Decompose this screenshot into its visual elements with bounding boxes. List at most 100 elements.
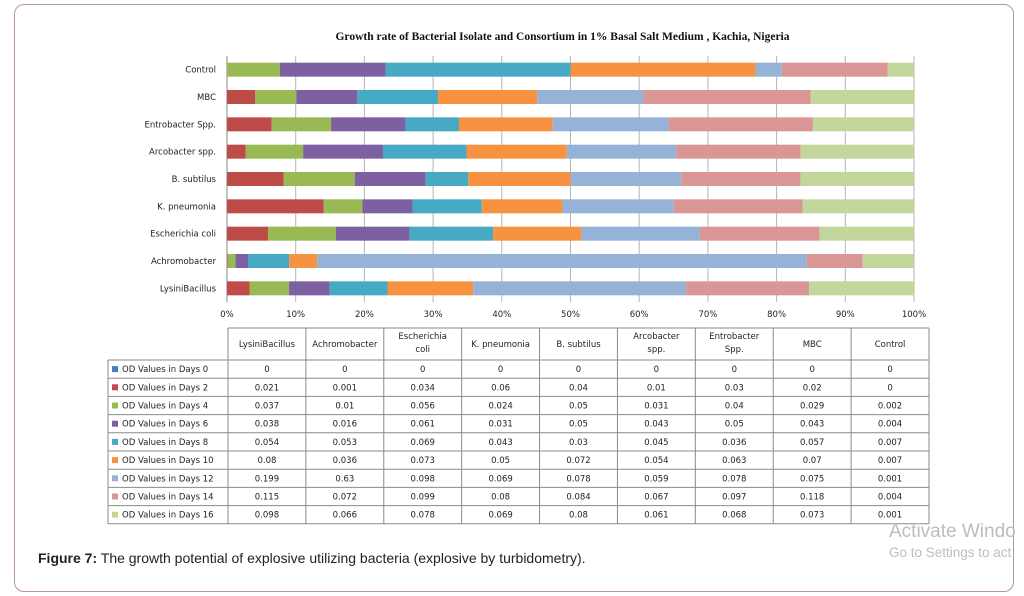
table-cell: 0.016 <box>333 420 357 430</box>
bar-segment <box>466 144 567 159</box>
category-label: Escherichia coli <box>150 230 216 240</box>
bar-segment <box>227 90 256 104</box>
legend-swatch <box>112 493 118 500</box>
bar-segment <box>566 144 677 159</box>
category-label: B. subtilus <box>172 175 217 185</box>
category-label: Achromobacter <box>151 257 217 267</box>
table-cell: 0.078 <box>722 474 746 484</box>
bar-segment <box>458 117 553 132</box>
bar-segment <box>289 281 330 296</box>
category-label: K. pneumonia <box>157 202 216 212</box>
table-cell: 0.073 <box>800 511 824 521</box>
activation-watermark: Activate Windo Go to Settings to act <box>889 520 1016 562</box>
table-cell: 0.036 <box>722 438 746 448</box>
category-label: LysiniBacillus <box>160 284 217 294</box>
bar-segment <box>271 117 332 132</box>
bar-segment <box>806 254 863 268</box>
table-cell: 0.05 <box>491 456 510 466</box>
table-cell: 0.075 <box>800 474 824 484</box>
table-cell: 0.054 <box>644 456 668 466</box>
bar-segment <box>387 281 474 296</box>
table-cell: 0.043 <box>488 438 512 448</box>
table-cell: 0 <box>732 365 737 375</box>
bar-segment <box>227 172 284 186</box>
x-tick-label: 10% <box>286 310 305 320</box>
x-tick-label: 80% <box>767 310 786 320</box>
table-cell: 0.061 <box>411 420 435 430</box>
bar-segment <box>329 281 388 296</box>
table-cell: 0.038 <box>255 420 279 430</box>
table-cell: 0.002 <box>878 402 902 412</box>
bar-segment <box>317 254 807 268</box>
bar-segment <box>283 172 355 186</box>
x-tick-label: 40% <box>492 310 511 320</box>
bar-segment <box>537 90 644 104</box>
legend-swatch <box>112 457 118 464</box>
chart-title: Growth rate of Bacterial Isolate and Con… <box>335 31 789 43</box>
bar-segment <box>296 90 358 104</box>
legend-label: OD Values in Days 6 <box>122 420 208 430</box>
table-cell: 0 <box>887 365 892 375</box>
bar-segment <box>552 117 669 132</box>
table-cell: 0.001 <box>878 474 902 484</box>
bar-segment <box>862 254 914 268</box>
bar-segment <box>570 172 682 186</box>
table-cell: 0.067 <box>644 493 668 503</box>
legend-swatch <box>112 475 118 482</box>
table-cell: 0.021 <box>255 383 279 393</box>
x-tick-label: 20% <box>355 310 374 320</box>
chart-figure: Growth rate of Bacterial Isolate and Con… <box>77 10 947 540</box>
table-cell: 0.063 <box>722 456 746 466</box>
table-cell: 0.031 <box>488 420 512 430</box>
table-cell: 0.097 <box>722 493 746 503</box>
table-header: K. pneumonia <box>471 340 530 350</box>
legend-swatch <box>112 402 118 409</box>
bar-segment <box>245 144 304 159</box>
bar-segment <box>357 90 439 104</box>
table-cell: 0.004 <box>878 420 902 430</box>
table-cell: 0.084 <box>566 493 590 503</box>
x-tick-label: 30% <box>424 310 443 320</box>
legend-swatch <box>112 366 118 373</box>
table-cell: 0 <box>809 365 814 375</box>
category-label: MBC <box>197 93 216 103</box>
bar-segment <box>405 117 459 132</box>
bar-segment <box>562 199 674 214</box>
figure-caption: Figure 7: The growth potential of explos… <box>38 550 586 566</box>
table-cell: 0.099 <box>411 493 435 503</box>
bar-segment <box>323 199 363 214</box>
bar-segment <box>289 254 318 268</box>
table-cell: 0.05 <box>569 420 588 430</box>
table-cell: 0.001 <box>878 511 902 521</box>
table-cell: 0.004 <box>878 493 902 503</box>
table-cell: 0.01 <box>335 402 354 412</box>
table-cell: 0.054 <box>255 438 279 448</box>
table-cell: 0.069 <box>411 438 435 448</box>
bar-segment <box>810 90 914 104</box>
bar-segment <box>699 226 820 241</box>
bar-segment <box>802 199 914 214</box>
bar-segment <box>227 254 236 268</box>
bar-segment <box>227 199 324 214</box>
table-header: Entrobacter Spp. <box>709 332 759 355</box>
legend-swatch <box>112 384 118 391</box>
table-cell: 0.02 <box>803 383 822 393</box>
legend-swatch <box>112 511 118 518</box>
table-cell: 0.05 <box>569 402 588 412</box>
bar-segment <box>279 62 386 77</box>
table-cell: 0 <box>576 365 581 375</box>
table-cell: 0.061 <box>644 511 668 521</box>
table-cell: 0.057 <box>800 438 824 448</box>
x-tick-label: 0% <box>220 310 234 320</box>
x-tick-label: 90% <box>836 310 855 320</box>
bar-segment <box>227 254 228 268</box>
bar-segment <box>362 199 413 214</box>
bar-segment <box>643 90 811 104</box>
table-cell: 0.036 <box>333 456 357 466</box>
table-cell: 0.059 <box>644 474 668 484</box>
bar-segment <box>809 281 914 296</box>
table-cell: 0.072 <box>333 493 357 503</box>
table-cell: 0 <box>264 365 269 375</box>
table-cell: 0.118 <box>800 493 824 503</box>
bar-segment <box>249 281 290 296</box>
